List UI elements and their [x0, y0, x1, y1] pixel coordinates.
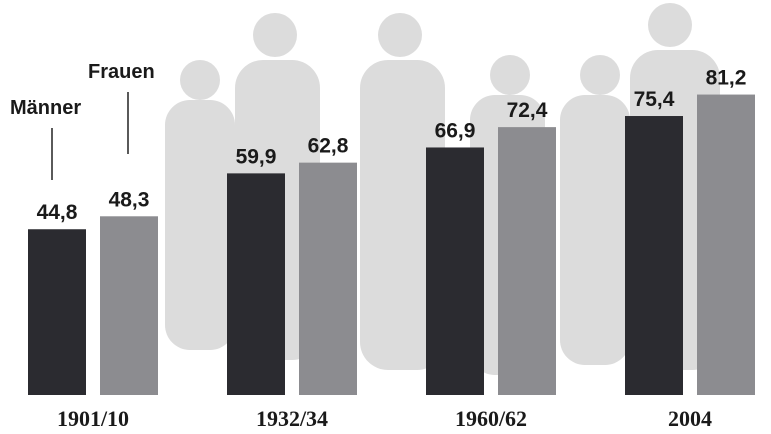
bar [227, 173, 285, 395]
bar [100, 216, 158, 395]
x-tick-label: 1932/34 [256, 406, 328, 431]
value-label: 62,8 [308, 135, 349, 158]
bar [697, 94, 755, 395]
bar [426, 147, 484, 395]
bar [299, 162, 357, 395]
bar [625, 116, 683, 396]
bar [498, 127, 556, 396]
value-label: 81,2 [706, 67, 747, 90]
legend-label: Frauen [88, 61, 155, 83]
value-label: 75,4 [634, 88, 675, 111]
x-tick-label: 1901/10 [57, 406, 129, 431]
value-label: 44,8 [37, 201, 78, 224]
legend-label: Männer [10, 97, 81, 119]
value-label: 66,9 [435, 119, 476, 142]
value-label: 48,3 [109, 188, 150, 211]
x-tick-label: 1960/62 [455, 406, 527, 431]
bar [28, 229, 86, 395]
x-tick-label: 2004 [668, 406, 712, 431]
value-label: 72,4 [507, 99, 548, 122]
value-label: 59,9 [236, 145, 277, 168]
